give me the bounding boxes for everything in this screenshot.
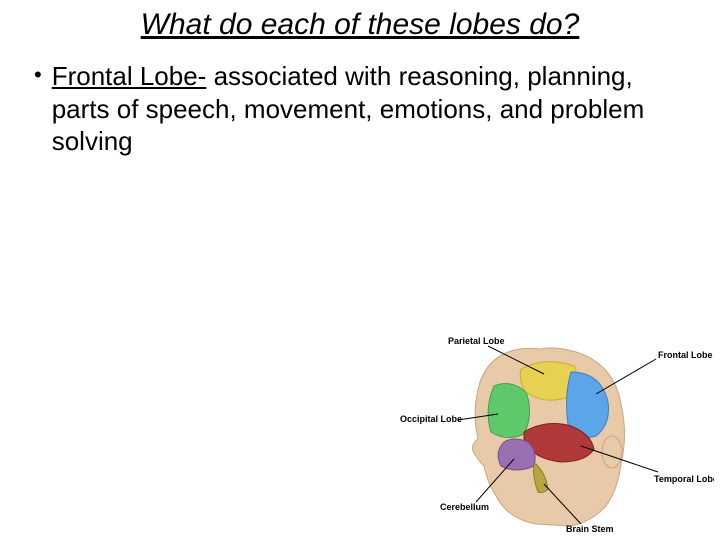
brain-lobes-diagram: Parietal Lobe Frontal Lobe Occipital Lob… (396, 324, 714, 534)
label-temporal: Temporal Lobe (654, 474, 714, 484)
label-parietal: Parietal Lobe (448, 336, 505, 346)
bullet-item-frontal-lobe: • Frontal Lobe- associated with reasonin… (30, 60, 690, 158)
label-brainstem: Brain Stem (566, 524, 614, 534)
bullet-term: Frontal Lobe- (52, 61, 207, 91)
bullet-marker: • (30, 60, 42, 90)
label-frontal: Frontal Lobe (658, 350, 713, 360)
bullet-list: • Frontal Lobe- associated with reasonin… (0, 42, 720, 158)
bullet-text: Frontal Lobe- associated with reasoning,… (52, 60, 690, 158)
label-cerebellum: Cerebellum (440, 502, 489, 512)
slide-title: What do each of these lobes do? (0, 0, 720, 42)
label-occipital: Occipital Lobe (400, 414, 462, 424)
occipital-lobe-shape (488, 384, 529, 438)
cerebellum-shape (498, 439, 535, 470)
ear (602, 436, 622, 468)
